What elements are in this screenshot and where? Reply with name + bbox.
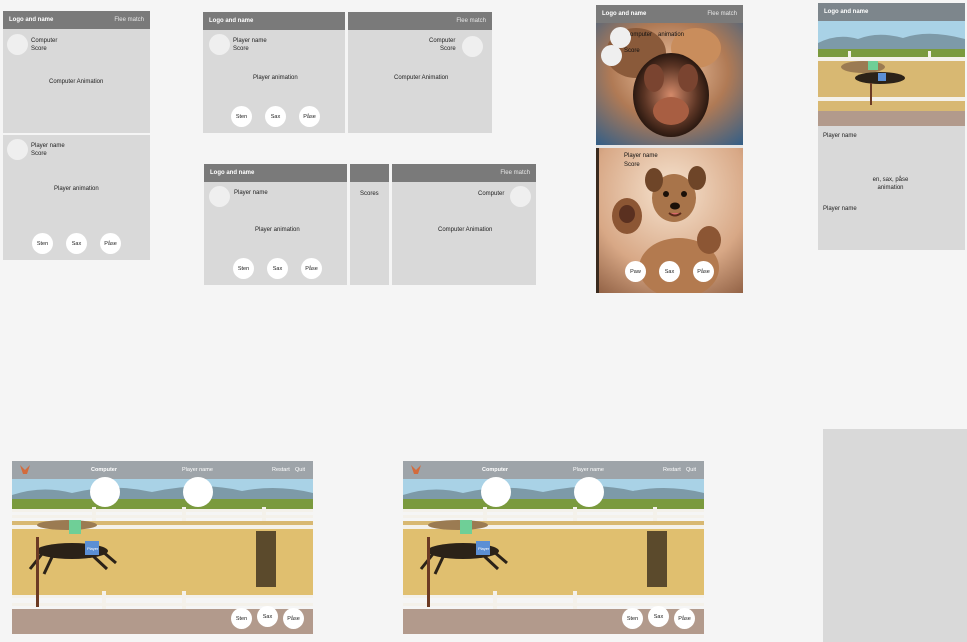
wireframe-race-mobile: Logo and name Player name en, sax, påse … [818,3,965,250]
player-jersey-label: Player [87,546,99,551]
empty-placeholder-panel [823,429,967,642]
player-avatar [183,477,213,507]
sax-button[interactable]: Sax [265,106,286,127]
computer-avatar [510,186,531,207]
flee-match-link[interactable]: Flee match [456,18,486,24]
sax-button[interactable]: Sax [267,258,288,279]
app-header: Logo and name Flee match [3,11,150,29]
player-label-bottom: Player name [823,206,857,212]
column-divider-left [347,164,350,285]
flee-match-link[interactable]: Flee match [114,17,144,23]
logo-name: Logo and name [209,18,254,24]
computer-avatar [462,36,483,57]
logo-name: Logo and name [602,11,647,17]
computer-avatar [90,477,120,507]
computer-score: Score [440,46,456,52]
computer-label: Computer [31,38,58,44]
wireframe-two-column: Logo and name Flee match Player name Sco… [203,12,492,133]
computer-label: Computer [478,191,505,197]
wireframe-three-column: Logo and name Flee match Player name Pla… [204,164,536,285]
player-label: Player name [31,143,65,149]
computer-avatar-2 [601,45,622,66]
race-animation-area: en, sax, påse animation [872,177,909,191]
player-label: Player name [182,467,213,473]
race-track-scene [818,21,965,126]
race-screen-2: Computer Player name Restart Quit Player… [403,461,704,634]
sten-button[interactable]: Sten [231,608,252,629]
player-score: Score [233,46,249,52]
paw-button[interactable]: Paw [625,261,646,282]
player-avatar [574,477,604,507]
player-score: Score [624,162,640,168]
race-header: Computer Player name Restart Quit [12,461,313,479]
computer-avatar [610,27,631,48]
flee-match-link[interactable]: Flee match [500,170,530,176]
computer-score: Score [624,48,640,54]
pase-button[interactable]: Påse [283,608,304,629]
logo-name: Logo and name [210,170,255,176]
sten-button[interactable]: Sten [231,106,252,127]
restart-link[interactable]: Restart [663,467,681,473]
restart-link[interactable]: Restart [272,467,290,473]
sax-button[interactable]: Sax [659,261,680,282]
pase-button[interactable]: Påse [301,258,322,279]
computer-animation-area: Computer Animation [394,75,449,81]
dog-paw-photo [596,23,743,145]
section-divider [3,133,150,135]
race-header: Computer Player name Restart Quit [403,461,704,479]
player-label: Player name [233,38,267,44]
logo-name: Logo and name [824,9,869,15]
race-track-scene [12,479,313,634]
sax-button[interactable]: Sax [257,606,278,627]
player-label: Player name [234,190,268,196]
computer-animation-area: Computer Animation [49,79,104,85]
race-screen-1: Computer Player name Restart Quit Player… [12,461,313,634]
column-divider [345,12,348,133]
app-header: Logo and name [818,3,965,21]
quit-link[interactable]: Quit [295,467,306,473]
player-avatar [209,186,230,207]
logo-icon [411,465,421,474]
app-header: Logo and name Flee match [204,164,536,182]
sax-button[interactable]: Sax [66,233,87,254]
scores-column: Scores [360,191,379,197]
player-score: Score [31,151,47,157]
computer-animation-area: Computer Animation [438,227,493,233]
logo-name: Logo and name [9,17,54,23]
logo-icon [20,465,30,474]
pase-button[interactable]: Påse [674,608,695,629]
pase-button[interactable]: Påse [299,106,320,127]
pase-button[interactable]: Påse [100,233,121,254]
player-label-top: Player name [823,133,857,139]
computer-label: Computer [91,467,117,473]
wireframe-mobile-stacked: Logo and name Flee match Computer Score … [3,11,150,260]
computer-label: omputer [630,32,653,38]
player-avatar [209,34,230,55]
computer-avatar [481,477,511,507]
sax-button[interactable]: Sax [648,606,669,627]
player-jersey-label: Player [478,546,490,551]
player-animation-area: Player animation [255,227,300,233]
sten-button[interactable]: Sten [622,608,643,629]
computer-avatar [7,34,28,55]
column-divider-right [389,164,392,285]
computer-label: Computer [429,38,456,44]
app-header: Logo and name Flee match [596,5,743,23]
section-divider [596,145,743,148]
sten-button[interactable]: Sten [32,233,53,254]
quit-link[interactable]: Quit [686,467,697,473]
player-label: Player name [624,153,658,159]
player-label: Player name [573,467,604,473]
computer-animation-label: animation [658,32,685,38]
wireframe-dog-photos: Logo and name Flee match omputer animati… [596,5,743,293]
player-animation-area: Player animation [54,186,99,192]
sten-button[interactable]: Sten [233,258,254,279]
computer-score: Score [31,46,47,52]
player-animation-area: Player animation [253,75,298,81]
player-avatar [7,139,28,160]
computer-label: Computer [482,467,508,473]
flee-match-link[interactable]: Flee match [707,11,737,17]
pase-button[interactable]: Påse [693,261,714,282]
